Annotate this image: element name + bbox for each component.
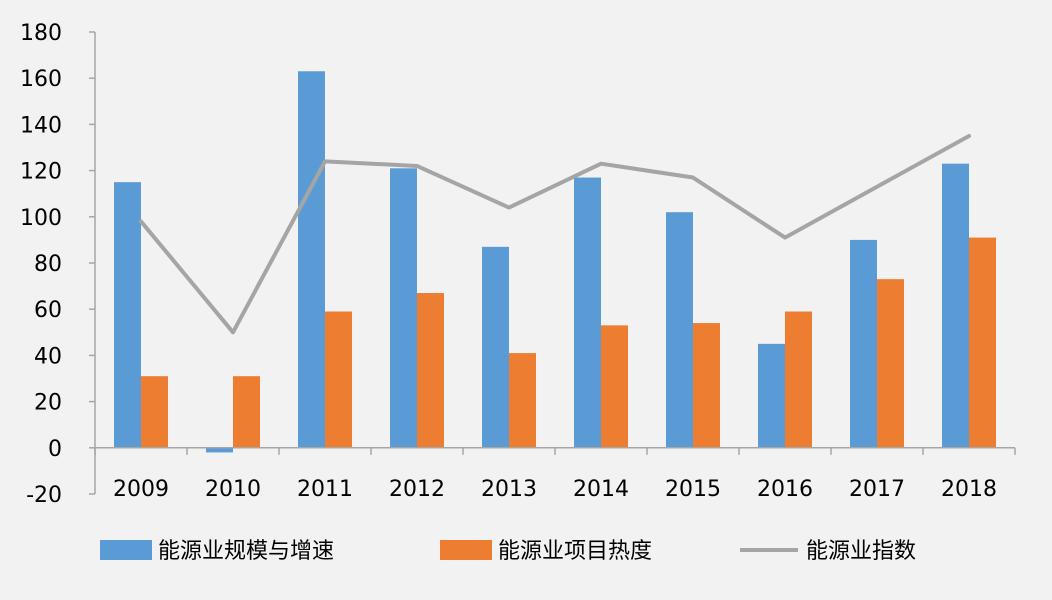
y-tick-label: 60 [34, 298, 62, 323]
y-tick-label: -20 [26, 483, 62, 508]
legend: 能源业规模与增速 能源业项目热度 能源业指数 [100, 539, 916, 564]
x-tick-label: 2013 [481, 477, 537, 502]
bar-heat-2017 [877, 279, 904, 448]
y-tick-label: 80 [34, 252, 62, 277]
x-tick-label: 2018 [941, 477, 997, 502]
axes: -20 0 20 40 60 80 100 120 140 160 180 2009 2010 2011 2… [20, 21, 1016, 508]
bar-heat-2014 [601, 325, 628, 448]
bar-scale-2009 [114, 182, 141, 448]
legend-swatch [440, 540, 492, 560]
y-tick-label: 0 [48, 437, 62, 462]
x-tick-label: 2014 [573, 477, 629, 502]
bar-heat-2016 [785, 311, 812, 448]
x-tick-label: 2015 [665, 477, 721, 502]
legend-label: 能源业规模与增速 [158, 539, 334, 564]
bar-heat-2010 [233, 376, 260, 448]
y-tick-label: 160 [20, 67, 62, 92]
bar-heat-2015 [693, 323, 720, 448]
y-tick-label: 100 [20, 206, 62, 231]
line-marks [139, 133, 971, 335]
bar-scale-2013 [482, 246, 509, 448]
legend-label: 能源业项目热度 [498, 539, 652, 564]
x-tick-label: 2010 [205, 477, 261, 502]
x-tick-label: 2012 [389, 477, 445, 502]
x-tick-label: 2017 [849, 477, 905, 502]
y-tick-label: 120 [20, 160, 62, 185]
y-tick-label: 180 [20, 21, 62, 46]
bar-scale-2014 [574, 177, 601, 448]
bar-heat-2018 [969, 237, 996, 448]
index-line [139, 133, 971, 335]
bar-scale-2012 [390, 168, 417, 448]
x-tick-label: 2009 [113, 477, 169, 502]
x-tick-label: 2016 [757, 477, 813, 502]
bar-scale-2017 [850, 239, 877, 448]
y-tick-label: 20 [34, 391, 62, 416]
y-tick-label: 40 [34, 344, 62, 369]
bar-heat-2011 [325, 311, 352, 448]
legend-swatch [100, 540, 152, 560]
bar-scale-2011 [298, 71, 325, 448]
bar-scale-2018 [942, 163, 969, 448]
bar-scale-2015 [666, 212, 693, 448]
bar-heat-2013 [509, 353, 536, 448]
bar-marks [114, 71, 996, 453]
bar-heat-2012 [417, 293, 444, 448]
bar-heat-2009 [141, 376, 168, 448]
bar-scale-2010 [206, 447, 233, 453]
bar-scale-2016 [758, 343, 785, 448]
x-tick-label: 2011 [297, 477, 353, 502]
y-tick-label: 140 [20, 113, 62, 138]
legend-label: 能源业指数 [806, 539, 916, 564]
